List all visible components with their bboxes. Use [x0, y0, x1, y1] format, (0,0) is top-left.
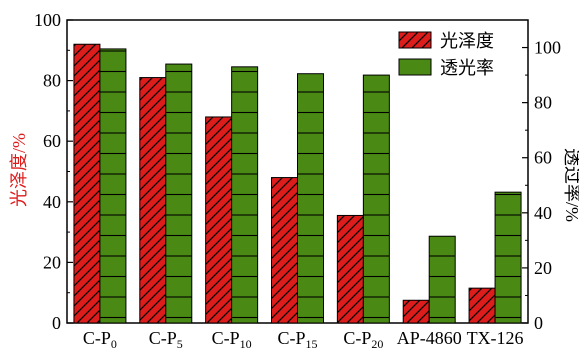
category-label: C-P10: [212, 328, 252, 349]
bar-transmittance-1: [165, 63, 193, 324]
bar-gloss-3: [271, 177, 298, 324]
left-tick-label: 60: [43, 131, 61, 151]
left-axis-ticks: 0 20 40 60 80 100: [34, 10, 73, 333]
bar-transmittance-4: [362, 74, 390, 324]
right-tick-label: 20: [534, 258, 552, 278]
left-axis-label: 光泽度/%: [9, 133, 29, 207]
right-tick-label: 60: [534, 148, 552, 168]
bar-transmittance-2: [231, 66, 259, 324]
right-axis-label: 透过率/%: [562, 148, 579, 222]
bar-gloss-0: [73, 43, 101, 324]
category-label: C-P5: [149, 328, 183, 349]
category-label: C-P0: [83, 328, 117, 349]
left-tick-label: 20: [43, 252, 61, 272]
bar-transmittance-5: [428, 235, 456, 324]
category-label: C-P15: [277, 328, 317, 349]
legend-swatch-gloss: [398, 31, 432, 49]
bar-gloss-2: [205, 116, 233, 324]
bars: [73, 43, 522, 324]
category-label: AP-4860: [397, 328, 462, 348]
right-tick-label: 100: [534, 38, 561, 58]
right-tick-label: 40: [534, 203, 552, 223]
bar-gloss-1: [139, 77, 167, 324]
left-tick-label: 40: [43, 192, 61, 212]
bar-transmittance-6: [494, 191, 522, 324]
bar-transmittance-3: [297, 73, 324, 324]
left-tick-label: 0: [52, 313, 61, 333]
right-tick-label: 80: [534, 93, 552, 113]
left-tick-label: 100: [34, 10, 61, 30]
right-tick-label: 0: [534, 313, 543, 333]
right-axis-ticks: 0 20 40 60 80 100: [522, 19, 561, 333]
bar-transmittance-0: [99, 48, 127, 324]
category-label: C-P20: [343, 328, 383, 349]
bar-gloss-5: [402, 299, 430, 324]
legend-label-transmittance: 透光率: [440, 58, 494, 78]
bar-gloss-6: [468, 287, 496, 324]
legend: 光泽度 透光率: [398, 31, 494, 78]
legend-swatch-transmittance: [398, 58, 432, 76]
bar-gloss-4: [336, 214, 364, 324]
category-label: TX-126: [467, 328, 524, 348]
category-labels: C-P0 C-P5 C-P10 C-P15 C-P20 AP-4860 TX-126: [83, 328, 524, 349]
left-tick-label: 80: [43, 71, 61, 91]
legend-label-gloss: 光泽度: [440, 31, 494, 51]
